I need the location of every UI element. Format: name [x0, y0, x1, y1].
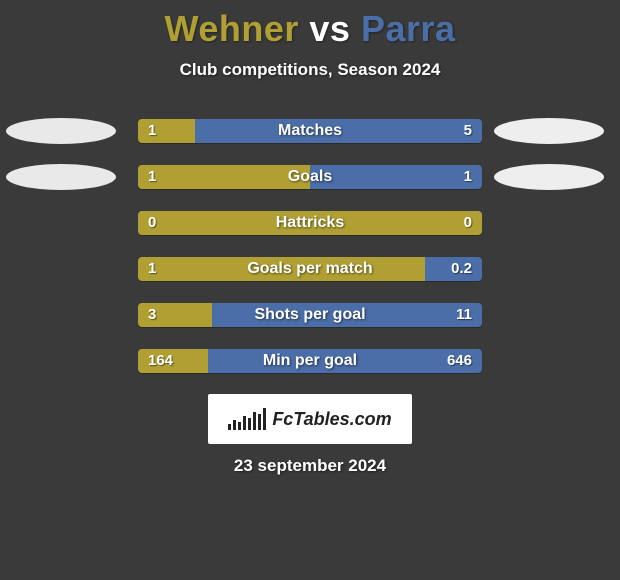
stat-bar: 15Matches	[138, 119, 482, 143]
stat-row: 11Goals	[0, 164, 620, 210]
branding-badge: FcTables.com	[208, 394, 412, 444]
branding-text: FcTables.com	[272, 409, 391, 430]
stat-bar: 00Hattricks	[138, 211, 482, 235]
stat-label: Matches	[138, 119, 482, 143]
page-title: Wehner vs Parra	[0, 0, 620, 50]
right-ellipse	[494, 164, 604, 190]
stat-label: Min per goal	[138, 349, 482, 373]
stat-rows: 15Matches 11Goals 00Hattricks 10.2Goals per…	[0, 118, 620, 394]
stat-label: Hattricks	[138, 211, 482, 235]
player1-name: Wehner	[164, 8, 298, 49]
date-label: 23 september 2024	[0, 456, 620, 476]
stat-bar: 164646Min per goal	[138, 349, 482, 373]
title-vs: vs	[309, 8, 350, 49]
comparison-infographic: Wehner vs Parra Club competitions, Seaso…	[0, 0, 620, 580]
left-ellipse	[6, 118, 116, 144]
left-ellipse	[6, 164, 116, 190]
stat-bar: 10.2Goals per match	[138, 257, 482, 281]
stat-row: 10.2Goals per match	[0, 256, 620, 302]
stat-row: 15Matches	[0, 118, 620, 164]
player2-name: Parra	[361, 8, 456, 49]
stat-label: Goals	[138, 165, 482, 189]
stat-row: 311Shots per goal	[0, 302, 620, 348]
stat-row: 164646Min per goal	[0, 348, 620, 394]
branding-bars-icon	[228, 408, 266, 430]
subtitle: Club competitions, Season 2024	[0, 60, 620, 80]
right-ellipse	[494, 118, 604, 144]
stat-label: Shots per goal	[138, 303, 482, 327]
stat-bar: 11Goals	[138, 165, 482, 189]
stat-label: Goals per match	[138, 257, 482, 281]
stat-row: 00Hattricks	[0, 210, 620, 256]
stat-bar: 311Shots per goal	[138, 303, 482, 327]
